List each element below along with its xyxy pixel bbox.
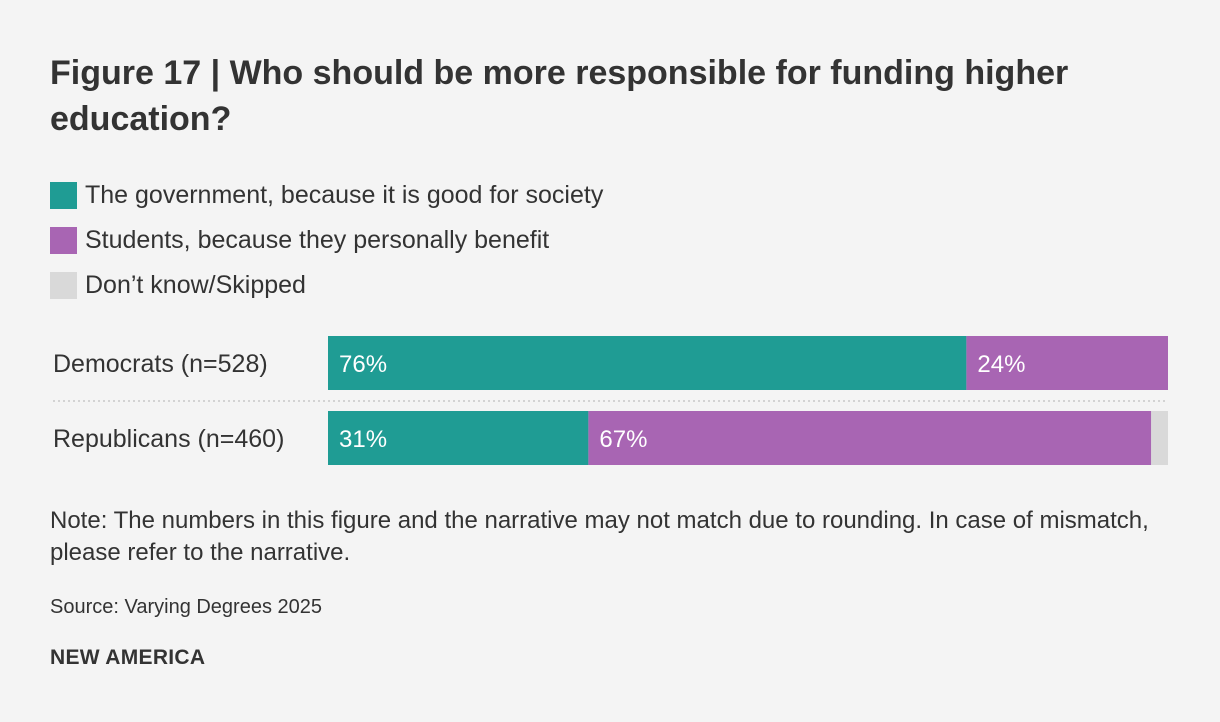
chart-title: Figure 17 | Who should be more responsib… — [50, 54, 1069, 138]
data-label: 31% — [339, 426, 387, 453]
category-label: Republicans (n=460) — [53, 425, 284, 453]
legend: The government, because it is good for s… — [50, 180, 603, 315]
data-label: 24% — [977, 351, 1025, 378]
legend-swatch-students — [50, 226, 77, 254]
brand-logo-text: NEW AMERICA — [50, 646, 206, 669]
legend-label-students: Students, because they personally benefi… — [85, 225, 550, 254]
legend-label-dont-know: Don’t know/Skipped — [85, 270, 306, 299]
legend-swatch-government — [50, 181, 77, 209]
data-label: 67% — [599, 426, 647, 453]
stacked-bar-chart: Democrats (n=528) 76% 24% Republicans (n=46… — [53, 336, 1168, 465]
bar-segment-students — [966, 336, 1168, 390]
bar-segment-dont_know — [1151, 411, 1168, 465]
category-label: Democrats (n=528) — [53, 350, 268, 378]
chart-source: Source: Varying Degrees 2025 — [50, 596, 323, 618]
bar-segment-students — [588, 411, 1152, 465]
chart-note: Note: The numbers in this figure and the… — [50, 507, 1149, 566]
legend-item-dont-know: Don’t know/Skipped — [50, 270, 603, 300]
legend-item-government: The government, because it is good for s… — [50, 180, 603, 210]
legend-item-students: Students, because they personally benefi… — [50, 225, 603, 255]
data-label: 76% — [339, 351, 387, 378]
bar-segment-government — [328, 336, 967, 390]
legend-label-government: The government, because it is good for s… — [85, 180, 604, 209]
bar-segment-government — [328, 411, 589, 465]
legend-swatch-dont-know — [50, 271, 77, 299]
